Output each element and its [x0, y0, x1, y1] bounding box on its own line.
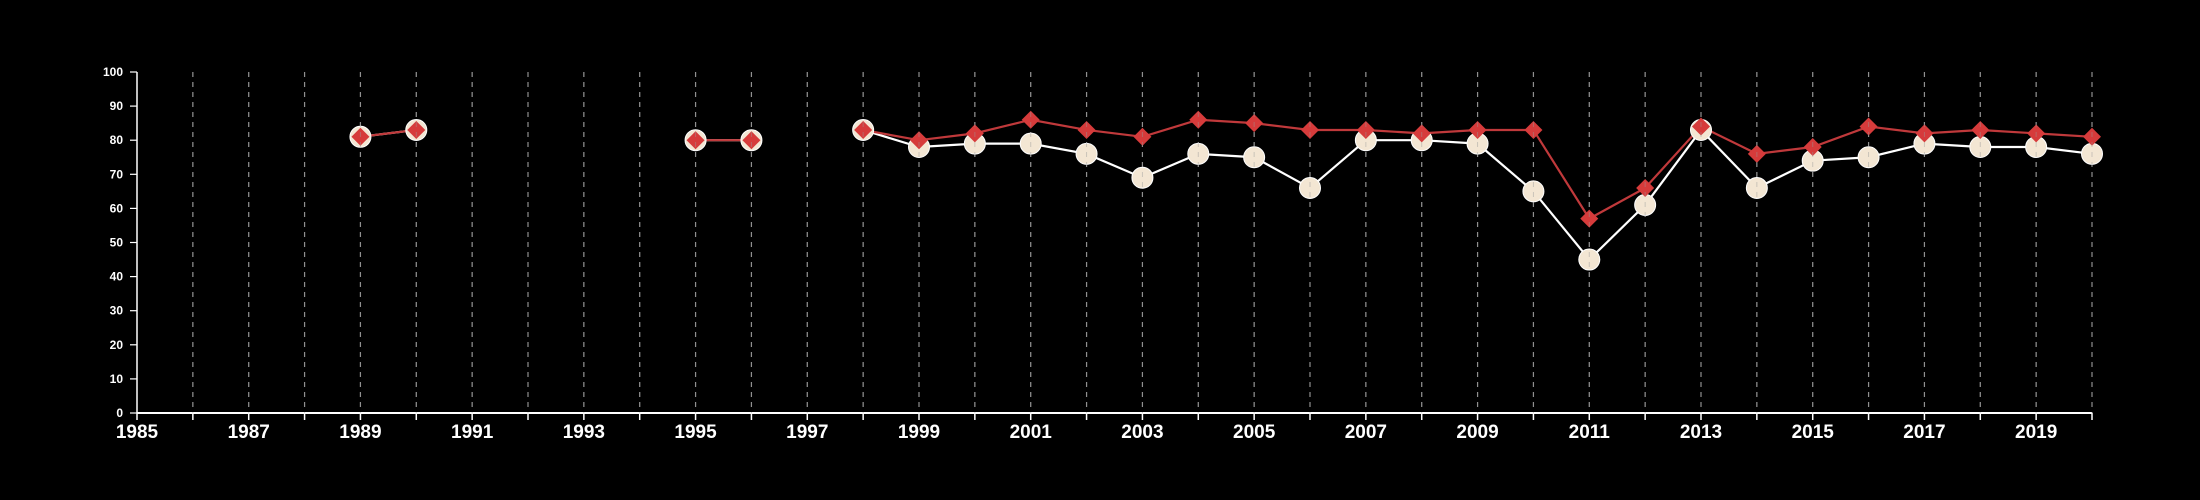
x-tick-label: 1997 — [786, 422, 828, 443]
data-point-diamond — [965, 124, 984, 143]
data-point-diamond — [1747, 144, 1766, 163]
x-tick-label: 2005 — [1233, 422, 1276, 443]
data-point-circle — [1857, 146, 1880, 169]
data-point-diamond — [351, 127, 370, 146]
data-point-diamond — [1133, 127, 1152, 146]
data-point-diamond — [1580, 209, 1599, 228]
data-point-circle — [1075, 142, 1098, 165]
data-point-circle — [1578, 248, 1601, 271]
y-tick-label: 10 — [110, 372, 124, 386]
data-point-diamond — [910, 131, 928, 150]
grid-overlay — [192, 72, 2093, 413]
y-tick-label: 100 — [103, 65, 123, 79]
data-point-diamond — [1636, 178, 1655, 197]
x-tick-label: 2013 — [1680, 422, 1722, 443]
data-point-circle — [1243, 146, 1266, 169]
data-point-diamond — [742, 131, 761, 150]
x-tick-label: 1985 — [116, 422, 159, 443]
data-point-diamond — [1524, 120, 1543, 139]
y-tick-label: 80 — [110, 133, 124, 147]
data-point-diamond — [1412, 124, 1431, 143]
vertical-grid — [192, 72, 2093, 413]
y-tick-label: 50 — [110, 236, 124, 250]
data-point-diamond — [2027, 124, 2046, 143]
x-tick-label: 2001 — [1010, 422, 1053, 443]
y-tick-label: 20 — [110, 338, 124, 352]
x-tick-label: 1989 — [339, 422, 381, 443]
x-tick-label: 1995 — [674, 422, 717, 443]
series-group — [360, 118, 2093, 262]
x-tick-label: 2015 — [1792, 422, 1835, 443]
data-point-circle — [1522, 180, 1545, 203]
data-point-diamond — [1189, 110, 1208, 129]
x-tick-label: 2009 — [1456, 422, 1498, 443]
data-point-diamond — [1301, 120, 1319, 139]
data-point-diamond — [407, 120, 426, 139]
data-point-diamond — [1468, 120, 1487, 139]
data-point-diamond — [686, 131, 705, 150]
y-tick-label: 70 — [110, 167, 124, 181]
x-tick-label: 1987 — [228, 422, 270, 443]
data-point-diamond — [1021, 110, 1040, 129]
data-point-diamond — [1971, 120, 1990, 139]
data-point-circle — [1745, 176, 1768, 199]
axes: 0 10 20 30 40 50 60 70 80 90 100 1985 1987 1989 1991 19… — [103, 65, 2093, 443]
x-tick-label: 2003 — [1121, 422, 1163, 443]
y-tick-label: 90 — [110, 99, 124, 113]
data-point-diamond — [2083, 127, 2101, 146]
data-point-diamond — [1915, 124, 1934, 143]
x-tick-label: 1991 — [451, 422, 494, 443]
data-point-diamond — [1356, 120, 1375, 139]
markers-group — [349, 110, 2103, 271]
y-tick-label: 0 — [116, 406, 123, 420]
y-tick-label: 40 — [110, 270, 124, 284]
y-tick-label: 60 — [110, 201, 124, 215]
data-point-diamond — [1245, 114, 1264, 133]
y-tick-label: 30 — [110, 304, 124, 318]
x-tick-label: 1993 — [563, 422, 605, 443]
x-tick-label: 1999 — [898, 422, 940, 443]
x-tick-label: 2019 — [2015, 422, 2057, 443]
x-tick-label: 2017 — [1903, 422, 1945, 443]
data-point-diamond — [1692, 117, 1710, 136]
data-point-circle — [1131, 166, 1154, 189]
data-point-diamond — [854, 120, 873, 139]
x-tick-label: 2011 — [1569, 422, 1611, 443]
data-point-diamond — [1803, 138, 1822, 157]
data-point-circle — [1187, 142, 1210, 165]
data-point-circle — [1299, 176, 1321, 199]
data-point-diamond — [1859, 117, 1878, 136]
data-point-diamond — [1077, 120, 1096, 139]
data-point-circle — [1019, 132, 1042, 155]
x-tick-label: 2007 — [1345, 422, 1387, 443]
